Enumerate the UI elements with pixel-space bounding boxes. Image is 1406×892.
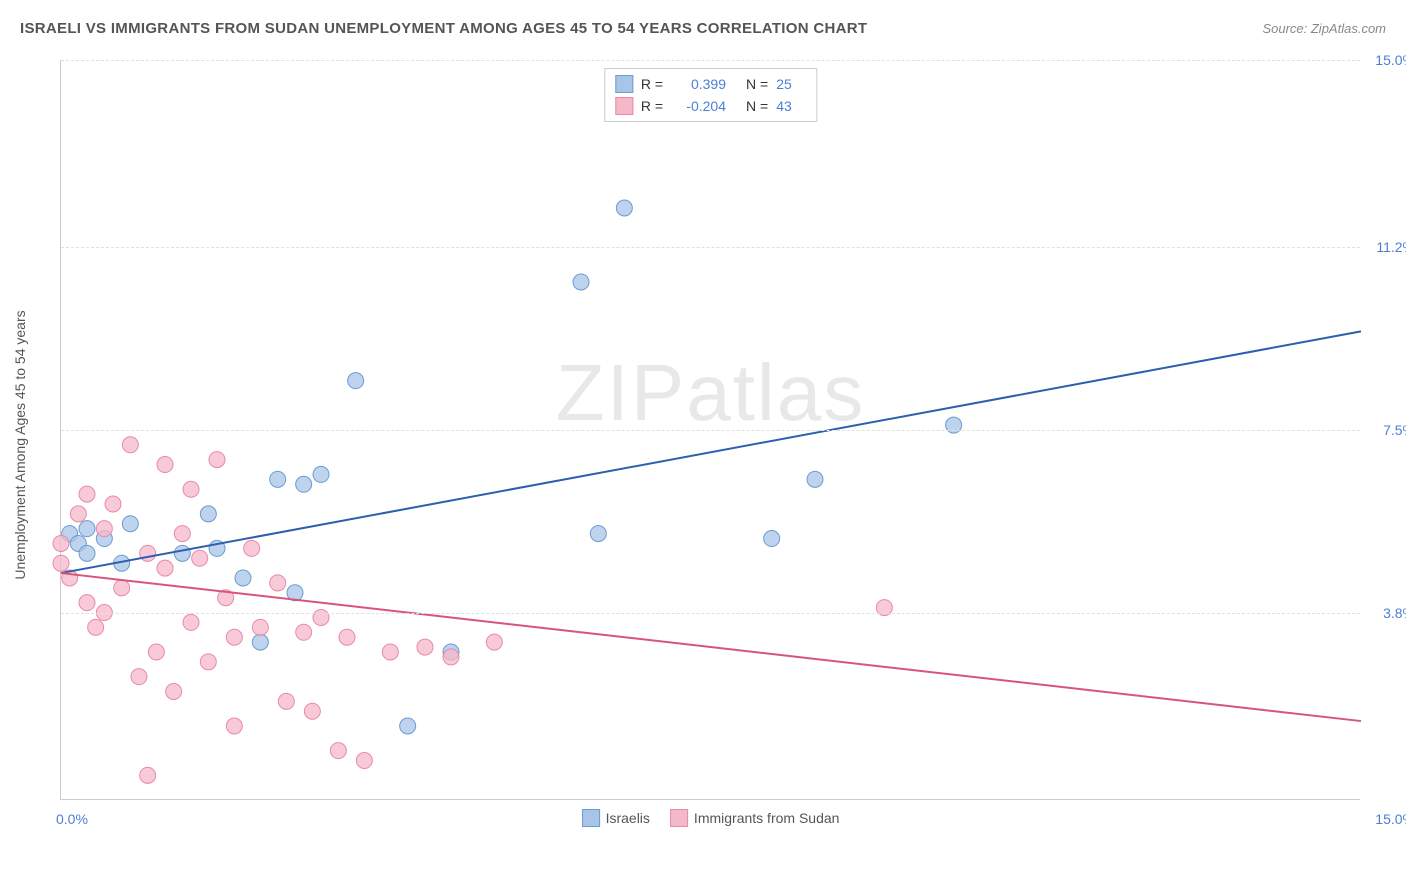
data-point	[174, 545, 190, 561]
data-point	[166, 683, 182, 699]
data-point	[70, 506, 86, 522]
data-point	[79, 521, 95, 537]
data-point	[79, 486, 95, 502]
title-bar: ISRAELI VS IMMIGRANTS FROM SUDAN UNEMPLO…	[20, 20, 1386, 37]
data-point	[252, 619, 268, 635]
data-point	[304, 703, 320, 719]
data-point	[417, 639, 433, 655]
data-point	[339, 629, 355, 645]
data-point	[226, 629, 242, 645]
data-point	[330, 743, 346, 759]
y-tick-label: 11.2%	[1376, 239, 1406, 255]
plot-area: ZIPatlas R = 0.399 N = 25 R = -0.204 N =…	[60, 60, 1360, 800]
data-point	[200, 506, 216, 522]
swatch-israelis-icon	[582, 809, 600, 827]
y-tick-label: 3.8%	[1383, 605, 1406, 621]
data-point	[486, 634, 502, 650]
data-point	[174, 526, 190, 542]
data-point	[590, 526, 606, 542]
data-point	[573, 274, 589, 290]
data-point	[226, 718, 242, 734]
data-point	[183, 614, 199, 630]
data-point	[443, 649, 459, 665]
chart-title: ISRAELI VS IMMIGRANTS FROM SUDAN UNEMPLO…	[20, 20, 867, 37]
chart-area: Unemployment Among Ages 45 to 54 years Z…	[50, 60, 1380, 830]
data-point	[296, 476, 312, 492]
data-point	[122, 516, 138, 532]
gridline	[61, 430, 1360, 431]
gridline	[61, 247, 1360, 248]
data-point	[157, 560, 173, 576]
trendline	[61, 331, 1361, 573]
legend-label-israelis: Israelis	[606, 810, 650, 826]
data-point	[88, 619, 104, 635]
data-point	[79, 595, 95, 611]
data-point	[140, 767, 156, 783]
source-label: Source: ZipAtlas.com	[1262, 21, 1386, 36]
data-point	[296, 624, 312, 640]
data-point	[148, 644, 164, 660]
data-point	[200, 654, 216, 670]
series-legend: Israelis Immigrants from Sudan	[582, 809, 840, 827]
data-point	[400, 718, 416, 734]
y-tick-label: 7.5%	[1383, 422, 1406, 438]
gridline	[61, 60, 1360, 61]
data-point	[252, 634, 268, 650]
data-point	[270, 575, 286, 591]
data-point	[235, 570, 251, 586]
data-point	[122, 437, 138, 453]
data-point	[278, 693, 294, 709]
swatch-sudan-icon	[670, 809, 688, 827]
data-point	[244, 540, 260, 556]
x-tick-min: 0.0%	[56, 811, 88, 827]
data-point	[131, 669, 147, 685]
data-point	[192, 550, 208, 566]
legend-item-sudan: Immigrants from Sudan	[670, 809, 840, 827]
data-point	[114, 580, 130, 596]
data-point	[764, 531, 780, 547]
data-point	[313, 466, 329, 482]
data-point	[79, 545, 95, 561]
y-axis-label: Unemployment Among Ages 45 to 54 years	[12, 310, 28, 579]
data-point	[209, 452, 225, 468]
data-point	[157, 457, 173, 473]
data-point	[96, 521, 112, 537]
data-point	[53, 555, 69, 571]
y-tick-label: 15.0%	[1375, 52, 1406, 68]
data-point	[382, 644, 398, 660]
data-point	[53, 535, 69, 551]
gridline	[61, 613, 1360, 614]
data-point	[356, 753, 372, 769]
data-point	[348, 373, 364, 389]
data-point	[616, 200, 632, 216]
data-point	[105, 496, 121, 512]
legend-label-sudan: Immigrants from Sudan	[694, 810, 840, 826]
data-point	[270, 471, 286, 487]
x-tick-max: 15.0%	[1375, 811, 1406, 827]
legend-item-israelis: Israelis	[582, 809, 650, 827]
data-point	[183, 481, 199, 497]
data-point	[807, 471, 823, 487]
